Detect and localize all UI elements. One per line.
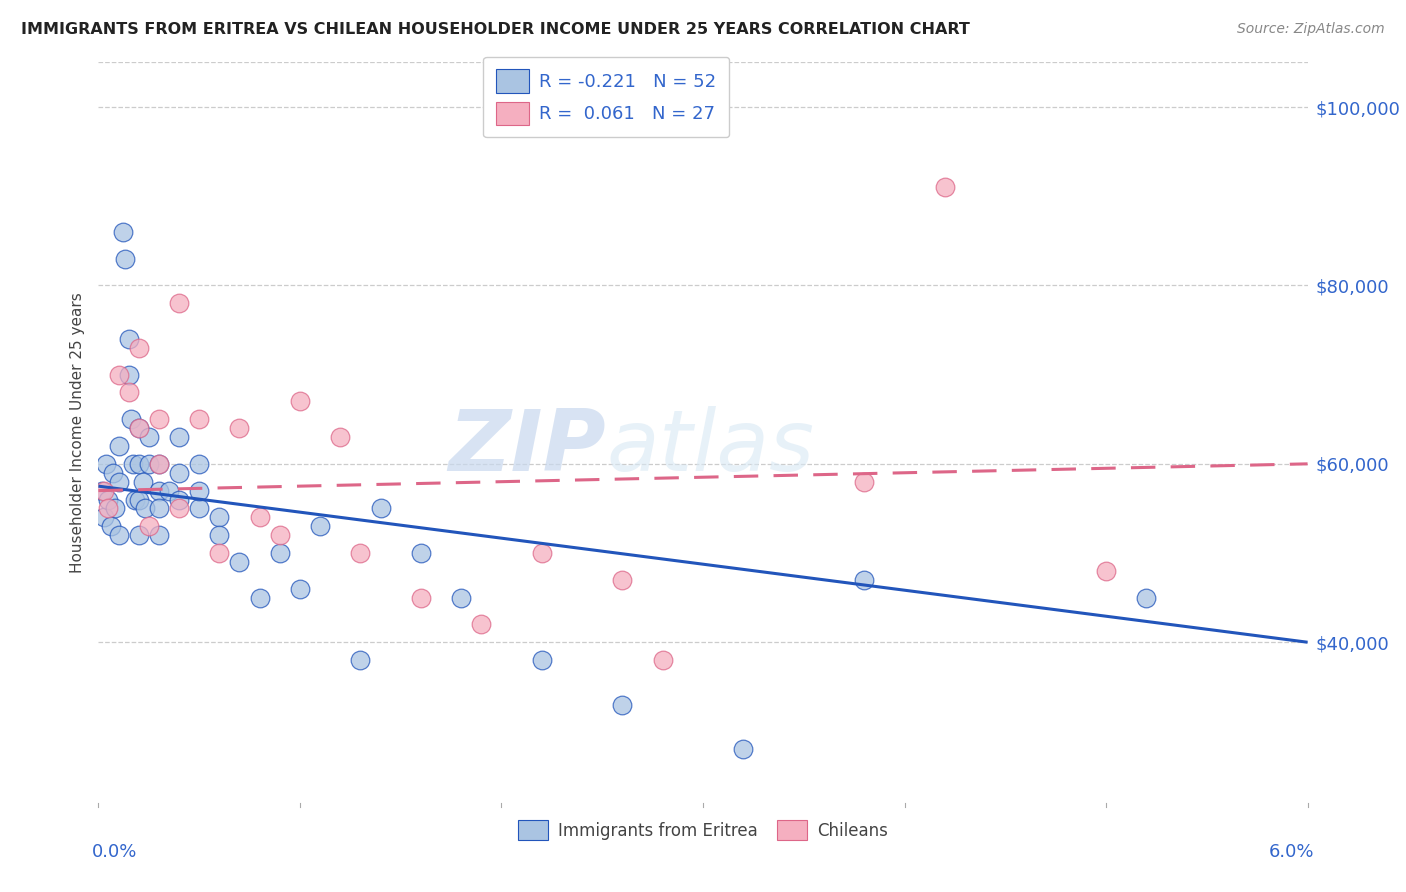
Point (148, 412, 170, 426)
Point (853, 475, 876, 489)
Point (530, 653, 553, 667)
Point (934, 180, 956, 194)
Point (188, 501, 211, 516)
Point (612, 698, 634, 712)
Point (409, 591, 432, 605)
Point (111, 225, 134, 239)
Point (612, 573, 634, 587)
Y-axis label: Householder Income Under 25 years: Householder Income Under 25 years (69, 293, 84, 573)
Point (138, 430, 160, 444)
Point (107, 475, 129, 489)
Point (167, 430, 190, 444)
Point (269, 546, 291, 560)
Point (288, 394, 311, 409)
Point (118, 368, 141, 382)
Point (103, 501, 125, 516)
Point (349, 653, 371, 667)
Point (450, 591, 472, 605)
Point (128, 421, 150, 435)
Point (651, 653, 673, 667)
Point (188, 483, 211, 498)
Point (249, 591, 271, 605)
Point (228, 555, 250, 569)
Point (148, 457, 170, 471)
Point (128, 528, 150, 542)
Point (249, 510, 271, 524)
Point (167, 501, 190, 516)
Point (93, 483, 115, 498)
Point (107, 368, 129, 382)
Text: 0.0%: 0.0% (91, 843, 136, 861)
Legend: Immigrants from Eritrea, Chileans: Immigrants from Eritrea, Chileans (510, 814, 896, 847)
Point (157, 483, 180, 498)
Point (101, 466, 124, 480)
Text: atlas: atlas (606, 406, 814, 489)
Point (148, 501, 170, 516)
Point (97, 492, 120, 507)
Point (1095, 564, 1118, 578)
Point (167, 492, 190, 507)
Point (228, 421, 250, 435)
Point (107, 528, 129, 542)
Point (470, 617, 492, 632)
Point (148, 528, 170, 542)
Point (118, 385, 141, 400)
Point (167, 466, 190, 480)
Point (530, 546, 553, 560)
Point (288, 582, 311, 596)
Point (96, 457, 118, 471)
Point (124, 492, 146, 507)
Point (349, 546, 371, 560)
Point (208, 528, 231, 542)
Text: Source: ZipAtlas.com: Source: ZipAtlas.com (1237, 22, 1385, 37)
Point (1135, 591, 1157, 605)
Point (309, 519, 332, 533)
Point (188, 412, 211, 426)
Point (128, 341, 150, 355)
Point (107, 439, 129, 453)
Point (97, 501, 120, 516)
Point (114, 252, 136, 266)
Text: 6.0%: 6.0% (1270, 843, 1315, 861)
Point (167, 296, 190, 310)
Point (208, 510, 231, 524)
Point (138, 519, 160, 533)
Point (121, 457, 143, 471)
Point (91, 483, 114, 498)
Point (118, 332, 141, 346)
Point (120, 412, 142, 426)
Point (269, 528, 291, 542)
Text: ZIP: ZIP (449, 406, 606, 489)
Point (134, 501, 156, 516)
Point (93, 510, 115, 524)
Point (409, 546, 432, 560)
Point (138, 457, 160, 471)
Text: IMMIGRANTS FROM ERITREA VS CHILEAN HOUSEHOLDER INCOME UNDER 25 YEARS CORRELATION: IMMIGRANTS FROM ERITREA VS CHILEAN HOUSE… (21, 22, 970, 37)
Point (208, 546, 231, 560)
Point (148, 457, 170, 471)
Point (329, 430, 352, 444)
Point (128, 421, 150, 435)
Point (128, 457, 150, 471)
Point (853, 573, 876, 587)
Point (128, 492, 150, 507)
Point (370, 501, 392, 516)
Point (188, 457, 211, 471)
Point (733, 742, 755, 756)
Point (132, 475, 155, 489)
Point (100, 519, 122, 533)
Point (148, 483, 170, 498)
